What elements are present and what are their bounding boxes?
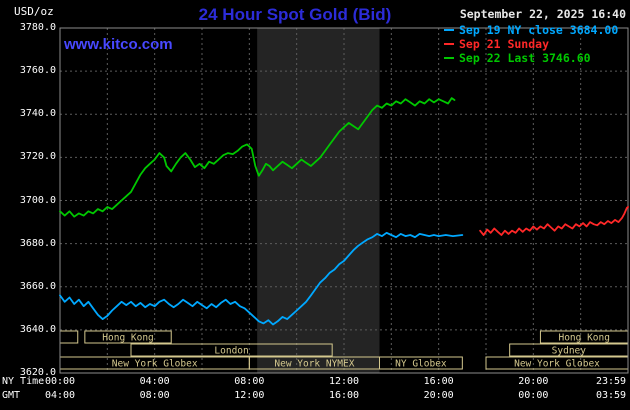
nymex-floor-session-band <box>257 28 380 373</box>
timestamp: September 22, 2025 16:40 <box>459 7 626 21</box>
plot-border <box>59 27 629 374</box>
session-box <box>130 343 333 357</box>
y-tick-label: 3620.0 <box>19 367 56 378</box>
y-tick-label: 3780.0 <box>19 22 56 33</box>
x-tick-label: 00:00 <box>44 376 76 387</box>
legend-item-sep21: Sep 21 Sunday <box>444 37 618 51</box>
x-tick-label: 12:00 <box>328 376 360 387</box>
legend-label: Sep 22 Last 3746.60 <box>459 51 591 65</box>
x-tick-label: 08:00 <box>234 376 265 387</box>
series-line-sep21 <box>479 206 629 236</box>
session-box <box>59 330 79 344</box>
x-tick-label: 04:00 <box>44 390 76 401</box>
unit-label: USD/oz <box>14 5 54 18</box>
y-tick-label: 3680.0 <box>19 237 56 249</box>
x-tick-label: 16:00 <box>423 376 454 387</box>
x-tick-label: 12:00 <box>234 390 265 401</box>
legend-line-swatch <box>444 29 454 31</box>
series-line-sep19 <box>59 231 464 326</box>
y-tick-label: 3720.0 <box>19 151 56 163</box>
series-line-sep22 <box>59 97 456 218</box>
session-label: New York NYMEX <box>274 359 354 370</box>
legend-item-sep19: Sep 19 NY close 3684.00 <box>444 23 618 37</box>
session-label: London <box>214 346 248 357</box>
session-label: Hong Kong <box>102 333 153 344</box>
x-tick-label: 00:00 <box>518 390 549 401</box>
x-axis-caption-ny-time: NY Time <box>2 376 45 387</box>
session-label: Sydney <box>552 346 587 357</box>
x-axis-caption-gmt: GMT <box>2 390 21 401</box>
y-tick-label: 3740.0 <box>19 108 56 120</box>
legend: Sep 19 NY close 3684.00 Sep 21 Sunday Sep … <box>444 23 618 65</box>
x-tick-label: 20:00 <box>518 376 549 387</box>
y-tick-label: 3640.0 <box>19 323 56 335</box>
x-tick-label: 08:00 <box>139 390 170 401</box>
session-label: Hong Kong <box>558 333 609 344</box>
session-label: NY Globex <box>395 359 447 370</box>
session-box <box>84 330 172 344</box>
legend-line-swatch <box>444 57 454 59</box>
page-title: 24 Hour Spot Gold (Bid) <box>198 5 392 24</box>
y-tick-label: 3760.0 <box>19 65 56 77</box>
x-tick-label: 16:00 <box>328 390 360 401</box>
x-tick-label: 04:00 <box>139 376 170 387</box>
legend-label: Sep 21 Sunday <box>459 37 550 51</box>
session-label: New York Globex <box>112 359 198 370</box>
kitco-watermark-link[interactable]: www.kitco.com <box>64 36 173 53</box>
session-label: New York Globex <box>514 359 600 370</box>
legend-item-sep22: Sep 22 Last 3746.60 <box>444 51 618 65</box>
x-tick-label: 03:59 <box>595 390 627 401</box>
y-tick-label: 3700.0 <box>19 194 56 206</box>
x-tick-label: 23:59 <box>595 376 627 387</box>
session-box <box>379 356 463 370</box>
y-tick-label: 3660.0 <box>19 280 56 292</box>
legend-line-swatch <box>444 43 454 45</box>
legend-label: Sep 19 NY close 3684.00 <box>459 23 619 37</box>
x-tick-label: 20:00 <box>423 390 454 401</box>
